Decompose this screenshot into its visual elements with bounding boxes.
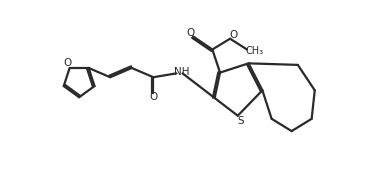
Text: S: S — [237, 116, 244, 126]
Text: NH: NH — [174, 67, 190, 77]
Text: O: O — [186, 27, 194, 38]
Text: O: O — [149, 92, 157, 102]
Text: CH₃: CH₃ — [246, 46, 264, 56]
Text: O: O — [63, 58, 72, 68]
Text: O: O — [229, 30, 237, 40]
